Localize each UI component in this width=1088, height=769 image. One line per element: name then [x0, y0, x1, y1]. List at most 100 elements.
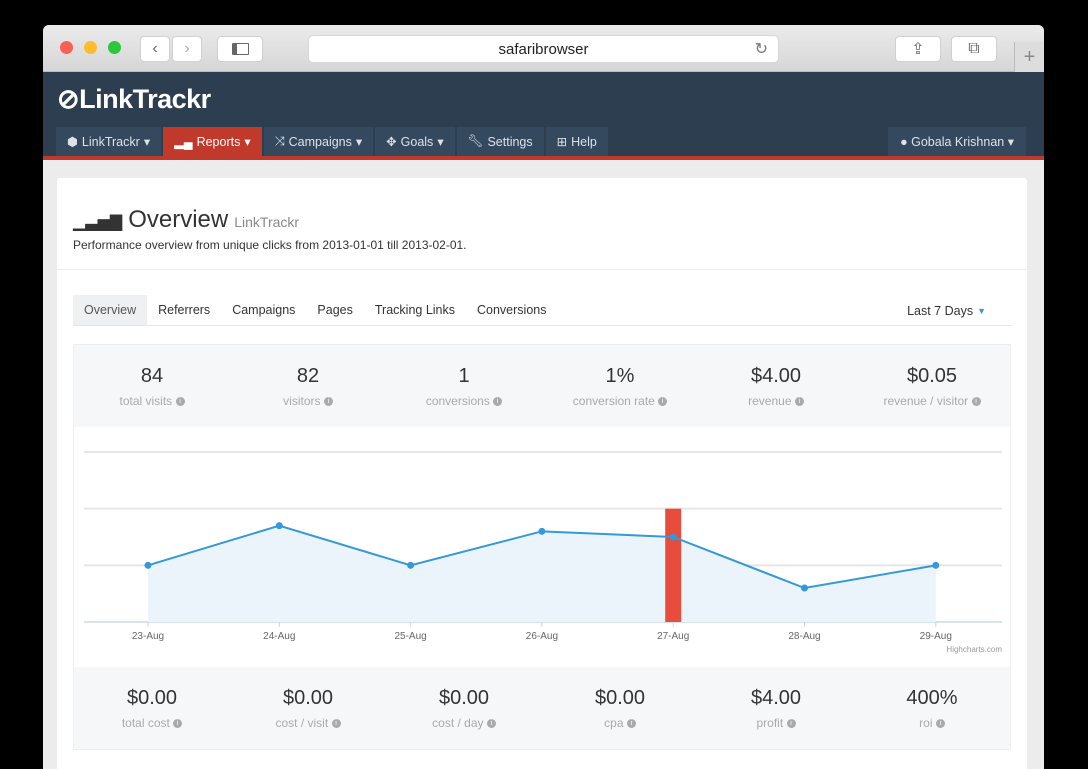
- x-tick-label: 26-Aug: [526, 631, 558, 642]
- title-sub: LinkTrackr: [234, 214, 300, 230]
- stat-label: conversions i: [386, 394, 542, 408]
- tab-referrers[interactable]: Referrers: [158, 303, 211, 317]
- data-point: [801, 584, 808, 592]
- x-tick-label: 27-Aug: [657, 631, 689, 642]
- stat-label: total visits i: [74, 394, 230, 408]
- stat-value: $0.00: [126, 686, 178, 709]
- data-point: [407, 561, 415, 569]
- nav-label: Campaigns: [288, 134, 352, 149]
- stat-label-text: cost / visit: [275, 715, 329, 730]
- stats-bottom: $0.00 total cost i $0.00 cost / visit i $0.0…: [74, 667, 1010, 749]
- share-button[interactable]: ⇪: [895, 36, 941, 62]
- nav-linktrackr[interactable]: ⬢ LinkTrackr ▾: [56, 127, 162, 156]
- stat-label: roi i: [854, 716, 1010, 730]
- tab-tracking-links[interactable]: Tracking Links: [374, 303, 455, 317]
- stat-label-text: revenue / visitor: [883, 393, 969, 408]
- info-icon[interactable]: i: [175, 396, 185, 406]
- info-icon[interactable]: i: [331, 718, 341, 728]
- reload-icon[interactable]: ↻: [754, 41, 768, 58]
- stat-item: $0.00 cost / day i: [386, 687, 542, 730]
- back-button[interactable]: ‹: [140, 36, 170, 62]
- stat-label: cost / visit i: [230, 716, 386, 730]
- data-point: [275, 522, 283, 530]
- info-icon[interactable]: i: [971, 396, 981, 406]
- app-header: ⊘LinkTrackr ⬢ LinkTrackr ▾ ▂▄ Reports ▾ ⤨ Cam…: [43, 72, 1044, 160]
- stat-item: 1% conversion rate i: [542, 365, 698, 408]
- stat-value: $0.00: [438, 686, 490, 709]
- nav-reports[interactable]: ▂▄ Reports ▾: [163, 127, 262, 156]
- nav-label: Reports: [196, 134, 241, 149]
- caret-down-icon: ▾: [244, 135, 251, 149]
- stats-panel: 84 total visits i 82 visitors i 1 conversions…: [73, 344, 1011, 750]
- stat-value: $0.00: [594, 686, 646, 709]
- caret-down-icon: ▾: [143, 135, 151, 149]
- stat-label-text: total visits: [119, 393, 173, 408]
- stat-label: total cost i: [74, 716, 230, 730]
- minimize-window-button[interactable]: [84, 41, 97, 54]
- nav-label: LinkTrackr: [81, 134, 140, 149]
- chevron-right-icon: ›: [184, 40, 190, 57]
- info-icon[interactable]: i: [786, 718, 796, 728]
- info-icon[interactable]: i: [794, 396, 804, 406]
- stat-label: visitors i: [230, 394, 386, 408]
- crosshair-icon: ✥: [386, 135, 397, 149]
- tab-overview[interactable]: Overview: [73, 295, 148, 325]
- stat-label-text: cost / day: [432, 715, 484, 730]
- nav-settings[interactable]: 🔧︎ Settings: [456, 127, 544, 156]
- nav-campaigns[interactable]: ⤨ Campaigns ▾: [263, 127, 374, 156]
- data-point: [932, 561, 940, 569]
- user-icon: ●: [900, 134, 912, 149]
- medkit-icon: ⊞: [556, 135, 568, 149]
- nav-goals[interactable]: ✥ Goals ▾: [375, 127, 455, 156]
- sidebar-icon: [231, 43, 249, 55]
- info-icon[interactable]: i: [935, 718, 945, 728]
- tabs-icon: ⧉: [968, 40, 980, 57]
- nav-label: Goals: [400, 134, 434, 149]
- nav-label: Help: [571, 134, 597, 149]
- stat-value: 84: [140, 364, 164, 387]
- browser-window: ‹ › safaribrowser ↻ ⇪ ⧉ + ⊘LinkTrackr ⬢ Li…: [43, 25, 1044, 769]
- cube-icon: ⬢: [67, 135, 78, 149]
- forward-button[interactable]: ›: [172, 36, 202, 62]
- x-tick-label: 29-Aug: [920, 631, 952, 642]
- stat-item: 82 visitors i: [230, 365, 386, 408]
- stat-item: $4.00 profit i: [698, 687, 854, 730]
- stat-item: $0.00 cpa i: [542, 687, 698, 730]
- signal-icon: ▂▄: [174, 135, 193, 149]
- new-tab-button[interactable]: +: [1014, 42, 1044, 72]
- stat-item: $0.00 total cost i: [74, 687, 230, 730]
- x-tick-label: 24-Aug: [263, 631, 295, 642]
- date-range-dropdown[interactable]: Last 7 Days ▼: [896, 295, 997, 326]
- stat-label-text: conversions: [425, 393, 490, 408]
- tabs-button[interactable]: ⧉: [951, 36, 997, 62]
- stat-value: 1%: [605, 364, 635, 387]
- stat-item: 400% roi i: [854, 687, 1010, 730]
- address-bar[interactable]: safaribrowser ↻: [308, 35, 779, 63]
- user-menu[interactable]: ● Gobala Krishnan ▾: [888, 127, 1026, 156]
- info-icon[interactable]: i: [486, 718, 496, 728]
- stats-top: 84 total visits i 82 visitors i 1 conversions…: [74, 345, 1010, 427]
- info-icon[interactable]: i: [658, 396, 668, 406]
- page-title: ▁▃▅▇ Overview LinkTrackr: [73, 206, 1011, 234]
- info-icon[interactable]: i: [493, 396, 503, 406]
- caret-down-icon: ▾: [437, 135, 444, 149]
- info-icon[interactable]: i: [323, 396, 333, 406]
- close-window-button[interactable]: [60, 41, 73, 54]
- tab-pages[interactable]: Pages: [317, 303, 353, 317]
- info-icon[interactable]: i: [626, 718, 636, 728]
- zoom-window-button[interactable]: [108, 41, 121, 54]
- main-nav: ⬢ LinkTrackr ▾ ▂▄ Reports ▾ ⤨ Campaigns ▾ ✥ Goa…: [56, 127, 608, 156]
- nav-help[interactable]: ⊞ Help: [545, 127, 608, 156]
- tab-conversions[interactable]: Conversions: [477, 303, 547, 317]
- x-tick-label: 25-Aug: [394, 631, 426, 642]
- sidebar-toggle-button[interactable]: [217, 36, 263, 62]
- stat-label: profit i: [698, 716, 854, 730]
- caret-down-icon: ▾: [1007, 135, 1014, 149]
- overview-card: ▁▃▅▇ Overview LinkTrackr Performance overv…: [57, 178, 1027, 769]
- info-icon[interactable]: i: [173, 718, 183, 728]
- data-point: [669, 533, 677, 541]
- data-point: [538, 527, 546, 535]
- tab-campaigns[interactable]: Campaigns: [232, 303, 296, 317]
- stat-value: 400%: [906, 686, 958, 709]
- logo[interactable]: ⊘LinkTrackr: [57, 84, 211, 114]
